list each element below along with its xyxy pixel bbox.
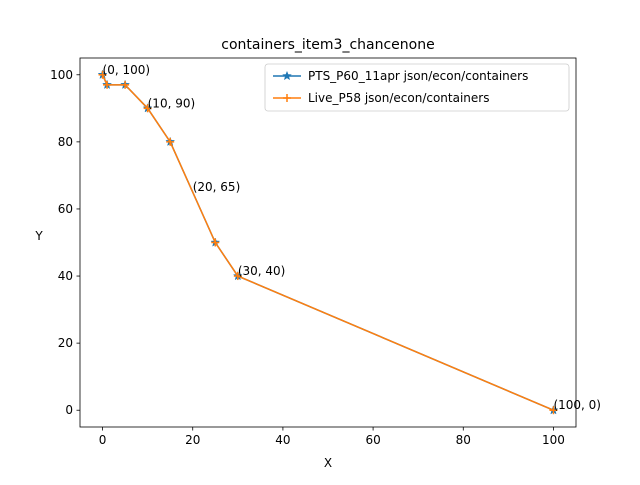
series-line [101,74,554,411]
legend-entry: PTS_P60_11apr json/econ/containers [273,69,528,83]
y-tick-label: 40 [58,269,73,283]
point-annotation: (10, 90) [148,96,196,110]
x-tick-label: 20 [185,433,200,447]
data-point [233,272,242,281]
chart-title: containers_item3_chancenone [221,37,434,53]
x-tick-label: 60 [365,433,380,447]
data-point [211,238,220,247]
y-tick-label: 100 [50,68,73,82]
legend-label: Live_P58 json/econ/containers [308,91,489,105]
series-line [101,74,554,411]
point-annotation: (100, 0) [553,398,601,412]
point-annotation: (0, 100) [103,63,151,77]
legend-entry: Live_P58 json/econ/containers [273,91,489,105]
point-annotation: (30, 40) [238,264,286,278]
legend: PTS_P60_11apr json/econ/containers Live_P… [264,63,570,112]
y-axis-label: Y [34,229,43,243]
data-point [143,104,152,113]
y-tick-label: 60 [58,202,73,216]
y-tick-label: 0 [65,403,73,417]
axis-ticks: 0 20 40 60 80 100 0 20 40 60 80 100 [50,68,565,447]
x-axis-label: X [324,456,332,470]
x-tick-label: 40 [275,433,290,447]
x-tick-label: 80 [456,433,471,447]
legend-swatch-marker [282,70,292,81]
legend-box [264,63,570,112]
legend-label: PTS_P60_11apr json/econ/containers [308,69,528,83]
plot-area: (0, 100) (10, 90) (20, 65) (30, 40) (100, 0) [79,57,601,428]
data-point [549,406,558,415]
series-1 [97,69,559,415]
data-point [166,137,175,146]
x-tick-label: 100 [542,433,565,447]
legend-swatch-marker [283,94,291,102]
point-annotation: (20, 65) [193,180,241,194]
y-tick-label: 80 [58,135,73,149]
data-point [121,80,130,89]
y-tick-label: 20 [58,336,73,350]
series-2 [98,70,558,415]
x-tick-label: 0 [99,433,107,447]
axes-frame [79,57,577,428]
data-point [103,80,112,89]
data-point [98,70,107,79]
